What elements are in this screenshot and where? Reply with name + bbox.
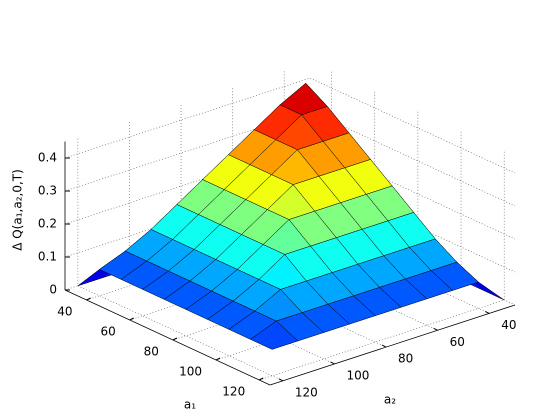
y-tick <box>330 361 335 365</box>
y-tick <box>278 378 284 382</box>
y-tick-label: 80 <box>398 352 413 366</box>
x-tick <box>86 297 91 301</box>
x-axis-label: a₁ <box>184 398 196 412</box>
z-axis-label: Δ Q(a₁,a₂,0,T) <box>11 169 25 251</box>
x-tick-label: 40 <box>57 305 72 319</box>
x-tick <box>258 377 264 381</box>
surface-cell <box>250 320 299 350</box>
x-tick <box>129 317 134 321</box>
y-tick <box>381 344 387 348</box>
z-tick-label: 0.2 <box>38 217 57 231</box>
x-tick-label: 80 <box>144 345 159 359</box>
y-tick-label: 60 <box>450 335 465 349</box>
z-tick-label: 0.4 <box>38 151 57 165</box>
x-tick <box>172 337 178 341</box>
y-tick <box>484 310 490 314</box>
y-tick-label: 120 <box>295 385 318 399</box>
grid-line <box>64 110 516 207</box>
y-tick-label: 100 <box>346 368 369 382</box>
axis-line <box>64 289 271 386</box>
z-tick-label: 0.3 <box>38 184 57 198</box>
y-tick-label: 40 <box>501 318 516 332</box>
z-tick-label: 0.1 <box>38 250 57 264</box>
grid-line <box>64 143 516 240</box>
axis-line <box>269 304 516 386</box>
z-tick-label: 0 <box>49 283 57 297</box>
x-tick-label: 120 <box>222 385 245 399</box>
x-tick-label: 60 <box>100 325 115 339</box>
grid-line <box>64 176 516 273</box>
x-tick <box>215 357 221 361</box>
grid-line <box>64 77 516 174</box>
y-axis-label: a₂ <box>384 393 396 407</box>
x-tick-label: 100 <box>179 365 202 379</box>
y-tick <box>433 327 438 331</box>
